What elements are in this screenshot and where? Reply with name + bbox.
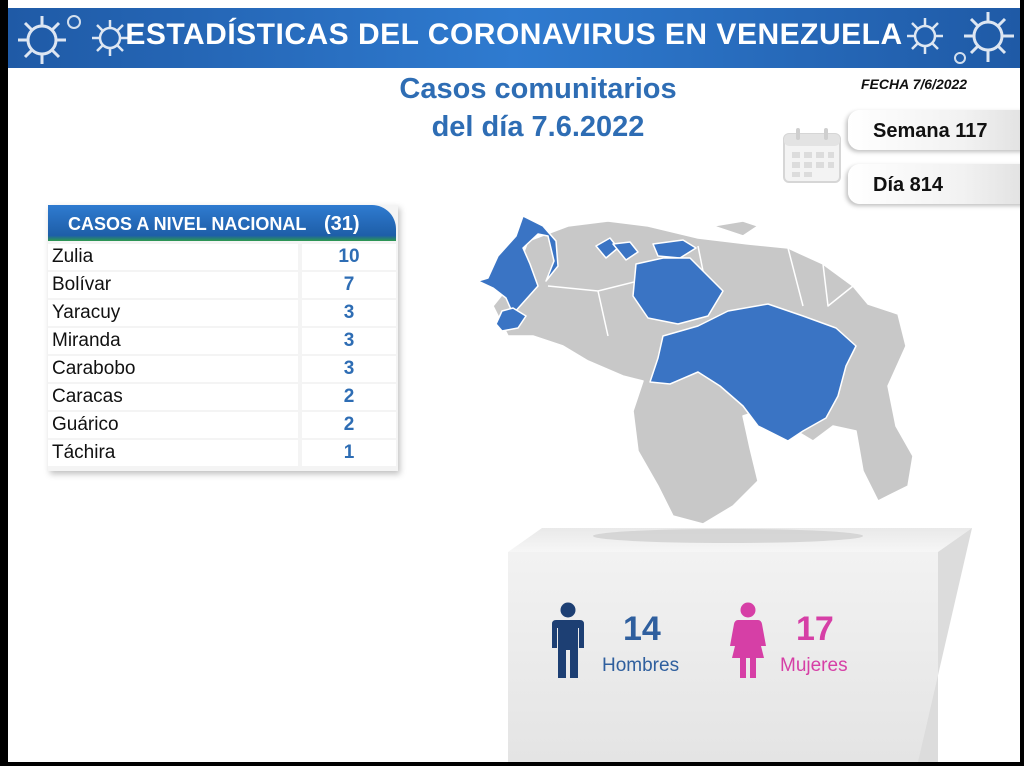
- table-row: Carabobo 3: [48, 355, 398, 383]
- women-label: Mujeres: [780, 655, 848, 676]
- map-state-zulia: [477, 215, 559, 315]
- report-subtitle: Casos comunitarios del día 7.6.2022: [348, 70, 728, 146]
- banner-title: ESTADÍSTICAS DEL CORONAVIRUS EN VENEZUEL…: [125, 18, 903, 51]
- map-region: [712, 220, 759, 237]
- table-row: Zulia 10: [48, 243, 398, 271]
- state-cases: 3: [302, 328, 396, 354]
- subtitle-line-2: del día 7.6.2022: [431, 111, 645, 143]
- calendar-icon: [783, 128, 841, 183]
- state-cases: 7: [302, 272, 396, 298]
- map-state-carabobo: [612, 241, 639, 261]
- table-header: CASOS A NIVEL NACIONAL (31): [48, 205, 396, 241]
- table-row: Caracas 2: [48, 383, 398, 411]
- pedestal-graphic: [508, 528, 972, 762]
- state-name: Táchira: [48, 440, 298, 466]
- state-name: Zulia: [48, 244, 298, 270]
- map-state-guarico: [632, 257, 724, 325]
- virus-icon: [907, 18, 943, 54]
- cases-table: CASOS A NIVEL NACIONAL (31) Zulia 10 Bol…: [48, 205, 398, 471]
- table-row: Guárico 2: [48, 411, 398, 439]
- man-icon: [552, 602, 584, 678]
- header-banner: ESTADÍSTICAS DEL CORONAVIRUS EN VENEZUEL…: [8, 8, 1020, 68]
- map-state-tachira: [495, 307, 527, 332]
- subtitle-line-1: Casos comunitarios: [399, 73, 677, 105]
- table-title: CASOS A NIVEL NACIONAL: [68, 214, 307, 234]
- state-name: Guárico: [48, 412, 298, 438]
- table-row: Bolívar 7: [48, 271, 398, 299]
- week-badge: Semana 117: [848, 110, 1020, 150]
- table-total: (31): [324, 213, 360, 235]
- men-label: Hombres: [602, 655, 680, 676]
- virus-icon: [18, 15, 81, 64]
- state-cases: 2: [302, 384, 396, 410]
- infographic-card: ESTADÍSTICAS DEL CORONAVIRUS EN VENEZUEL…: [8, 0, 1020, 762]
- venezuela-map: [477, 215, 914, 525]
- virus-icon: [954, 12, 1014, 64]
- day-label: Día 814: [873, 174, 944, 196]
- map-state-miranda: [652, 239, 697, 259]
- state-cases: 10: [302, 244, 396, 270]
- table-row: Miranda 3: [48, 327, 398, 355]
- state-name: Yaracuy: [48, 300, 298, 326]
- table-row: Yaracuy 3: [48, 299, 398, 327]
- virus-icon: [92, 20, 128, 56]
- state-cases: 2: [302, 412, 396, 438]
- women-count: 17: [796, 610, 834, 648]
- state-name: Caracas: [48, 384, 298, 410]
- state-cases: 3: [302, 356, 396, 382]
- state-cases: 1: [302, 440, 396, 466]
- state-name: Miranda: [48, 328, 298, 354]
- day-badge: Día 814: [848, 164, 1020, 204]
- state-cases: 3: [302, 300, 396, 326]
- men-count: 14: [623, 610, 661, 648]
- map-state-bolivar: [649, 303, 857, 442]
- table-row: Táchira 1: [48, 439, 398, 467]
- state-name: Carabobo: [48, 356, 298, 382]
- state-name: Bolívar: [48, 272, 298, 298]
- report-date: FECHA 7/6/2022: [861, 76, 968, 92]
- week-label: Semana 117: [873, 120, 988, 142]
- woman-icon: [730, 602, 766, 678]
